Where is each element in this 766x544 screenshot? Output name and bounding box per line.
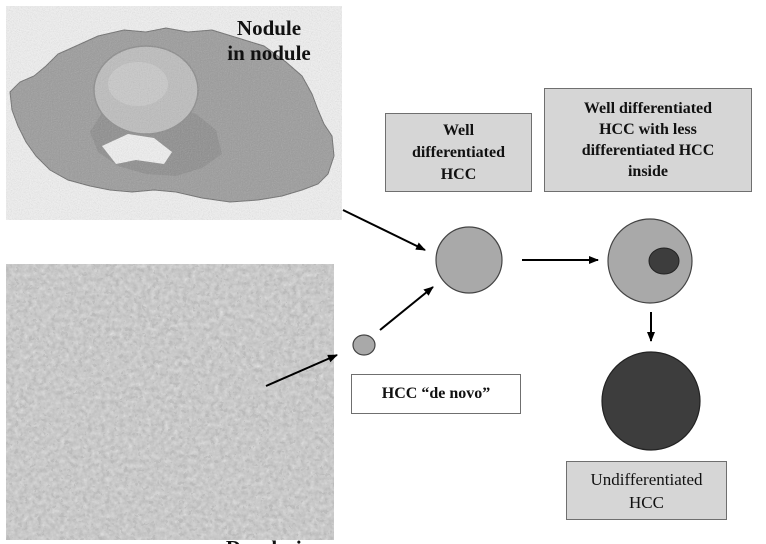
well-differentiated-with-less-differentiated-box: Well differentiated HCC with less differ… [544,88,752,192]
box-wd-line-1: Well [442,121,475,139]
dysplasia-label: Dysplasia [214,536,324,544]
box-undiff-line-1: Undifferentiated [590,469,703,489]
arrow-nodule-to-well-differentiated [342,209,426,251]
well-differentiated-hcc-box: Well differentiated HCC [385,113,532,192]
dysplasia-tissue-image [6,264,334,540]
box-wd-line-2: differentiated [411,143,505,161]
arrow-de-novo-to-well-differentiated [379,286,434,331]
undifferentiated-circle [601,351,701,451]
de-novo-small-circle [352,334,376,356]
nodule-in-nodule-micrograph: Nodule in nodule [6,6,342,220]
nodule-label-line-2: in nodule [227,41,311,65]
box-wdl-line-4: inside [627,163,668,180]
less-differentiated-inner-focus [648,247,680,275]
box-wdl-line-3: differentiated HCC [581,142,715,159]
box-wdl-line-2: HCC with less [599,121,697,138]
well-differentiated-circle [435,226,503,294]
box-wdl-line-1: Well differentiated [583,100,713,117]
nodule-tissue-image [6,6,342,220]
mixed-differentiation-circle [607,218,693,304]
hcc-de-novo-box: HCC “de novo” [351,374,521,414]
dysplasia-micrograph: Dysplasia [6,264,334,544]
nodule-label-line-1: Nodule [236,16,302,40]
box-undiff-line-2: HCC [629,492,664,512]
nodule-in-nodule-label: Nodule in nodule [214,16,324,66]
undifferentiated-hcc-box: Undifferentiated HCC [566,461,727,520]
box-denovo-text: HCC “de novo” [381,385,491,402]
box-wd-line-3: HCC [440,165,477,183]
